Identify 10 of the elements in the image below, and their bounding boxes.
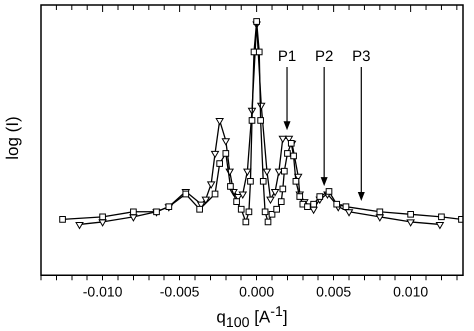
annotation: P2 [314, 48, 334, 65]
annotation: P3 [352, 48, 370, 65]
x-axis-title: q$_{100}$ [A$^{-1}$] [215, 304, 289, 331]
x-tick-label: -0.005 [160, 283, 200, 300]
x-tick-label: 0.010 [393, 283, 428, 300]
x-tick-label: -0.010 [82, 283, 123, 300]
x-tick-label: 0.000 [239, 283, 274, 300]
y-axis-title: log (I) [3, 115, 23, 162]
annotation: P1 [278, 48, 296, 65]
x-tick-label: 0.005 [316, 283, 352, 300]
